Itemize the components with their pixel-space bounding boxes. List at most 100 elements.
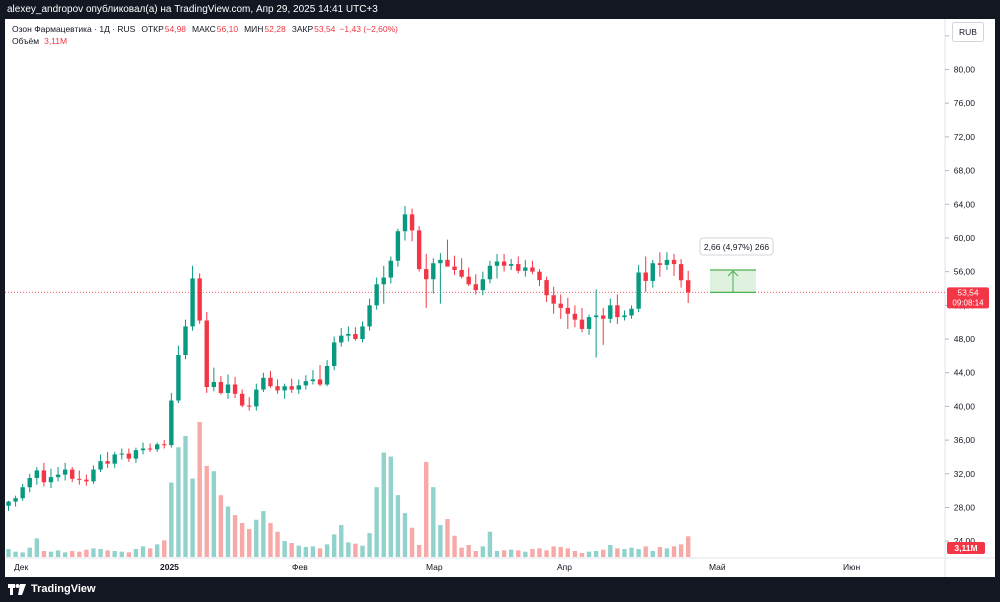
candle-body[interactable]	[169, 400, 174, 446]
candle-body[interactable]	[508, 264, 514, 266]
tradingview-logo[interactable]: TradingView	[8, 583, 96, 595]
candle-body[interactable]	[615, 305, 620, 318]
candle-body[interactable]	[289, 386, 294, 390]
candle-body[interactable]	[650, 263, 655, 281]
candle-body[interactable]	[296, 385, 301, 390]
candle-body[interactable]	[77, 478, 82, 480]
candle-body[interactable]	[402, 214, 408, 232]
candle-body[interactable]	[409, 214, 415, 231]
candle-body[interactable]	[416, 230, 422, 270]
candle-body[interactable]	[34, 470, 40, 478]
legend-volume-label[interactable]: Объём	[12, 36, 40, 46]
candle-body[interactable]	[601, 315, 606, 319]
candle-body[interactable]	[62, 469, 68, 475]
candle-body[interactable]	[593, 315, 599, 318]
candle-body[interactable]	[119, 453, 124, 455]
candle-body[interactable]	[643, 272, 648, 281]
candle-body[interactable]	[303, 381, 309, 386]
candle-body[interactable]	[261, 377, 266, 390]
candle-body[interactable]	[55, 474, 61, 478]
candle-body[interactable]	[544, 280, 549, 296]
candle-body[interactable]	[70, 469, 75, 479]
candle-body[interactable]	[324, 365, 330, 385]
candle-body[interactable]	[112, 454, 117, 464]
candle-body[interactable]	[204, 320, 209, 388]
candle-body[interactable]	[558, 303, 563, 308]
candle-body[interactable]	[232, 384, 238, 394]
candle-body[interactable]	[162, 444, 167, 446]
candle-body[interactable]	[339, 335, 344, 343]
candle-body[interactable]	[579, 319, 585, 329]
candle-body[interactable]	[395, 231, 401, 261]
candle-body[interactable]	[424, 269, 429, 280]
candle-body[interactable]	[133, 450, 139, 459]
candle-body[interactable]	[282, 386, 287, 391]
candle-body[interactable]	[530, 267, 535, 272]
candle-body[interactable]	[494, 261, 500, 266]
candle-body[interactable]	[310, 379, 316, 382]
candle-body[interactable]	[239, 393, 245, 406]
candle-body[interactable]	[20, 487, 25, 499]
candle-body[interactable]	[459, 269, 464, 277]
candle-body[interactable]	[367, 305, 372, 327]
candle-body[interactable]	[275, 386, 280, 391]
candle-body[interactable]	[84, 479, 89, 482]
candle-body[interactable]	[431, 263, 436, 280]
candle-body[interactable]	[126, 453, 132, 459]
candle-body[interactable]	[183, 326, 188, 356]
price-chart[interactable]: 24,0028,0032,0036,0040,0044,0048,0052,00…	[5, 19, 995, 577]
candle-body[interactable]	[176, 355, 181, 401]
candle-body[interactable]	[98, 461, 103, 470]
candle-body[interactable]	[346, 333, 351, 336]
candle-body[interactable]	[190, 278, 195, 327]
candle-body[interactable]	[551, 295, 556, 304]
candle-body[interactable]	[664, 259, 670, 265]
candle-body[interactable]	[353, 333, 358, 340]
candle-body[interactable]	[636, 272, 641, 309]
candle-body[interactable]	[608, 305, 613, 319]
candle-body[interactable]	[105, 461, 110, 464]
candle-body[interactable]	[41, 470, 47, 483]
candle-body[interactable]	[91, 469, 96, 482]
candle-body[interactable]	[445, 259, 450, 267]
candle-body[interactable]	[657, 263, 663, 265]
candle-body[interactable]	[487, 265, 493, 280]
candle-body[interactable]	[48, 477, 54, 483]
candle-body[interactable]	[254, 389, 259, 407]
candle-body[interactable]	[360, 326, 365, 340]
candle-body[interactable]	[622, 315, 627, 318]
candle-body[interactable]	[586, 317, 592, 329]
candle-body[interactable]	[565, 307, 571, 314]
candle-body[interactable]	[671, 259, 677, 265]
candle-body[interactable]	[501, 261, 507, 266]
candle-body[interactable]	[197, 278, 202, 321]
candle-body[interactable]	[317, 379, 323, 385]
legend-symbol[interactable]: Озон Фармацевтика · 1Д · RUS	[12, 24, 136, 34]
candle-body[interactable]	[523, 267, 528, 271]
candle-body[interactable]	[331, 342, 337, 366]
candle-body[interactable]	[154, 444, 160, 450]
candle-body[interactable]	[466, 276, 471, 285]
candle-body[interactable]	[572, 313, 578, 320]
candle-body[interactable]	[678, 264, 684, 281]
candle-body[interactable]	[374, 284, 379, 306]
candle-body[interactable]	[211, 381, 217, 388]
candle-body[interactable]	[438, 259, 443, 264]
candle-body[interactable]	[225, 384, 231, 393]
candle-body[interactable]	[381, 277, 386, 285]
candle-body[interactable]	[685, 280, 691, 293]
candle-body[interactable]	[388, 260, 394, 278]
candle-body[interactable]	[480, 279, 486, 291]
candle-body[interactable]	[247, 405, 252, 407]
candle-body[interactable]	[516, 264, 521, 271]
candle-body[interactable]	[268, 377, 273, 387]
candle-body[interactable]	[629, 308, 634, 316]
candle-body[interactable]	[27, 477, 32, 488]
candle-body[interactable]	[452, 266, 457, 270]
candle-body[interactable]	[537, 271, 542, 281]
chart-panel[interactable]: 24,0028,0032,0036,0040,0044,0048,0052,00…	[5, 19, 995, 577]
candle-body[interactable]	[140, 448, 146, 451]
candle-body[interactable]	[6, 501, 11, 506]
candle-body[interactable]	[473, 284, 478, 291]
candle-body[interactable]	[218, 381, 224, 393]
